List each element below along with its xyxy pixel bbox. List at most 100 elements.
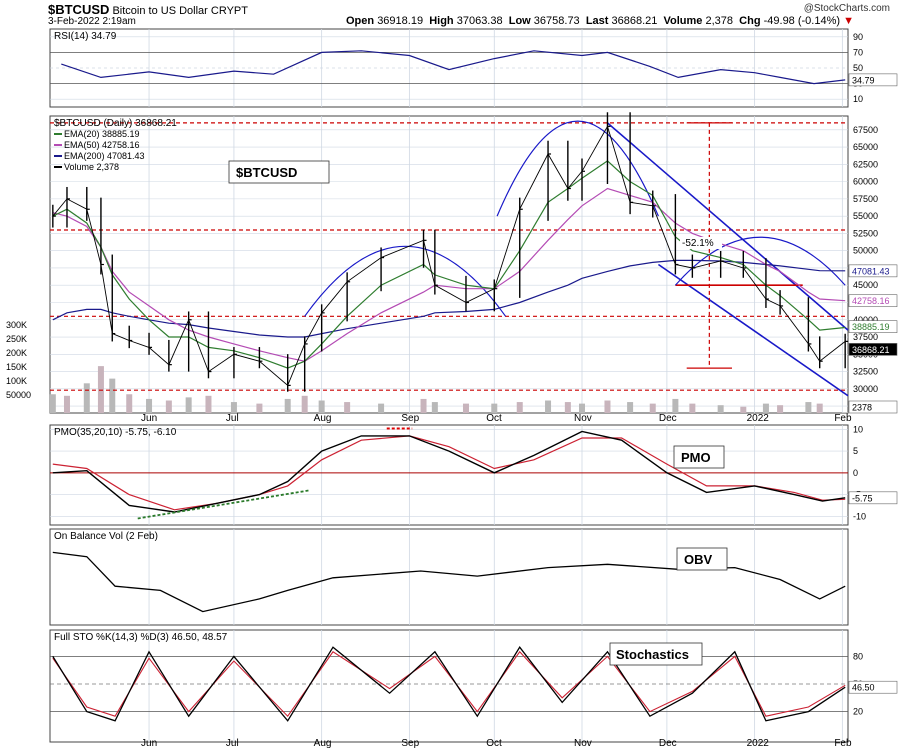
rsi-badge-box: [848, 73, 898, 87]
credit[interactable]: @StockCharts.com: [803, 3, 890, 14]
pmo-panel-frame: [49, 424, 849, 526]
ema50-badge: 42758.16: [852, 296, 890, 306]
obv-label: OBV: [684, 552, 713, 567]
volume-bar: [431, 402, 438, 413]
volume-bar: [762, 403, 769, 413]
x-tick-label-bottom: Dec: [659, 738, 677, 749]
rsi-title: RSI(14) 34.79: [54, 31, 117, 42]
quote-date: 3-Feb-2022 2:19am: [48, 16, 136, 27]
down-arrow-icon: ▼: [843, 15, 854, 27]
price-tick-label: 45000: [853, 280, 878, 290]
rounded-top-arc: [304, 245, 507, 317]
price-tick-label: 67500: [853, 125, 878, 135]
volume-value: 2,378: [705, 15, 734, 27]
rsi-tick-label: 10: [853, 94, 863, 104]
price-tick-label: 30000: [853, 384, 878, 394]
head-arc: [496, 120, 659, 217]
sto-label-box: [609, 642, 703, 666]
price-tick-label: 37500: [853, 332, 878, 342]
sto-tick-label: 80: [853, 651, 863, 661]
volume-tick-label: 150K: [6, 362, 27, 372]
chart-header: $BTCUSD Bitcoin to US Dollar CRYPT: [48, 2, 248, 17]
last-price-badge-box: [848, 343, 898, 356]
pmo-tick-label: 0: [853, 468, 858, 478]
volume-bar: [717, 405, 724, 413]
volume-bar: [318, 400, 325, 413]
sto-panel-frame: [49, 629, 849, 743]
price-close-line: [52, 125, 846, 387]
volume-bar: [205, 395, 212, 413]
volume-bar: [805, 402, 812, 413]
volume-bar: [579, 403, 585, 413]
volume-bar: [462, 403, 469, 413]
obv-label-box: [676, 547, 728, 571]
volume-tick-label: 200K: [6, 348, 27, 358]
pmo-badge: -5.75: [852, 493, 873, 503]
rsi-tick-label: 50: [853, 63, 863, 73]
volume-bar: [740, 406, 747, 413]
x-tick-label: Oct: [486, 413, 502, 424]
volume-tick-label: 250K: [6, 334, 27, 344]
price-tick-label: 62500: [853, 159, 878, 169]
volume-bar: [420, 398, 427, 413]
high-value: 37063.38: [456, 15, 503, 27]
open-value: 36918.19: [377, 15, 424, 27]
volume-bar: [545, 400, 552, 413]
x-tick-label-bottom: Feb: [834, 738, 852, 749]
x-tick-label-bottom: Sep: [401, 738, 419, 749]
volume-bar: [649, 403, 656, 413]
price-tick-label: 40000: [853, 315, 878, 325]
pmo-label: PMO: [681, 450, 711, 465]
pmo-divergence-line: [137, 489, 311, 520]
right-shoulder-arc: [674, 236, 846, 286]
legend-entry: Volume 2,378: [64, 162, 119, 172]
symbol-label: $BTCUSD: [236, 165, 297, 180]
ohlc-summary: Open 36918.19 High 37063.38 Low 36758.73…: [346, 15, 854, 27]
ema20-badge-box: [848, 320, 898, 333]
x-tick-label: Jul: [226, 413, 239, 424]
obv-title: On Balance Vol (2 Feb): [54, 531, 158, 542]
volume-bar: [165, 400, 172, 413]
pmo-signal-line: [52, 435, 846, 511]
legend-entry: EMA(50) 42758.16: [64, 140, 140, 150]
sto-badge: 46.50: [852, 683, 875, 693]
x-tick-label: 2022: [747, 413, 770, 424]
last-price-badge: 36868.21: [852, 345, 890, 355]
drawdown-annotation: -52.1%: [682, 238, 714, 249]
price-panel-frame: [49, 115, 849, 414]
price-tick-label: 52500: [853, 228, 878, 238]
volume-bar: [516, 402, 523, 413]
ema200-badge-box: [848, 264, 898, 278]
volume-bar: [126, 394, 133, 413]
x-tick-label: Sep: [401, 413, 419, 424]
ema50-badge-box: [848, 294, 898, 308]
sto-badge-box: [848, 680, 898, 694]
rsi-badge: 34.79: [852, 75, 875, 85]
x-tick-label: Jun: [141, 413, 157, 424]
change-value: -49.98 (-0.14%): [763, 15, 841, 27]
volume-bar: [627, 402, 634, 413]
volume-bar: [256, 403, 263, 413]
rsi-line: [61, 50, 846, 85]
x-tick-label-bottom: Jun: [141, 738, 157, 749]
pmo-line: [52, 430, 846, 513]
lower-channel-line: [657, 263, 849, 397]
last-value: 36868.21: [611, 15, 658, 27]
volume-bar: [97, 366, 104, 413]
obv-line: [52, 551, 846, 613]
volume-bar: [777, 405, 784, 413]
x-tick-label: Aug: [314, 413, 332, 424]
low-value: 36758.73: [533, 15, 580, 27]
pmo-tick-label: 10: [853, 424, 863, 434]
pmo-tick-label: 5: [853, 446, 858, 456]
volume-bar: [301, 395, 308, 413]
volume-bar: [109, 378, 116, 413]
x-tick-label-bottom: Jul: [226, 738, 239, 749]
exchange: CRYPT: [210, 5, 248, 17]
x-tick-label-bottom: Oct: [486, 738, 502, 749]
sto-k-line: [52, 646, 846, 722]
volume-bar: [146, 398, 153, 413]
sto-label: Stochastics: [616, 647, 689, 662]
rsi-tick-label: 70: [853, 47, 863, 57]
price-tick-label: 50000: [853, 246, 878, 256]
